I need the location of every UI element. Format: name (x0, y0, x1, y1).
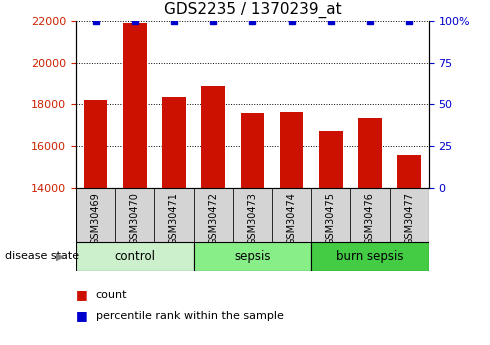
Bar (350, 188, 390, 241)
Text: GSM30472: GSM30472 (208, 192, 218, 245)
Bar (241, 113, 264, 188)
Bar (201, 86, 225, 188)
Bar (76, 241, 194, 271)
Bar (311, 188, 350, 241)
Text: GSM30470: GSM30470 (130, 192, 140, 245)
Text: GSM30473: GSM30473 (247, 192, 257, 245)
Bar (162, 97, 186, 188)
Text: GSM30477: GSM30477 (404, 192, 414, 245)
Bar (194, 188, 233, 241)
Bar (311, 241, 429, 271)
Text: burn sepsis: burn sepsis (336, 250, 404, 263)
Bar (194, 241, 311, 271)
Text: count: count (96, 290, 127, 300)
Bar (390, 188, 429, 241)
Text: GSM30469: GSM30469 (91, 192, 100, 245)
Text: control: control (114, 250, 155, 263)
Bar (123, 23, 147, 188)
Bar (115, 188, 154, 241)
Bar (76, 188, 115, 241)
Bar (358, 118, 382, 188)
Text: percentile rank within the sample: percentile rank within the sample (96, 311, 283, 321)
Text: sepsis: sepsis (234, 250, 270, 263)
Text: disease state: disease state (5, 251, 79, 261)
Bar (272, 188, 311, 241)
Bar (319, 130, 343, 188)
Bar (280, 112, 303, 188)
Bar (397, 155, 421, 188)
Title: GDS2235 / 1370239_at: GDS2235 / 1370239_at (164, 2, 341, 18)
Text: GSM30474: GSM30474 (287, 192, 296, 245)
Bar (84, 100, 107, 188)
Text: ■: ■ (76, 309, 88, 322)
Bar (154, 188, 194, 241)
Text: ▶: ▶ (56, 251, 65, 261)
Text: GSM30475: GSM30475 (326, 192, 336, 245)
Bar (233, 188, 272, 241)
Text: GSM30471: GSM30471 (169, 192, 179, 245)
Text: GSM30476: GSM30476 (365, 192, 375, 245)
Text: ■: ■ (76, 288, 88, 302)
